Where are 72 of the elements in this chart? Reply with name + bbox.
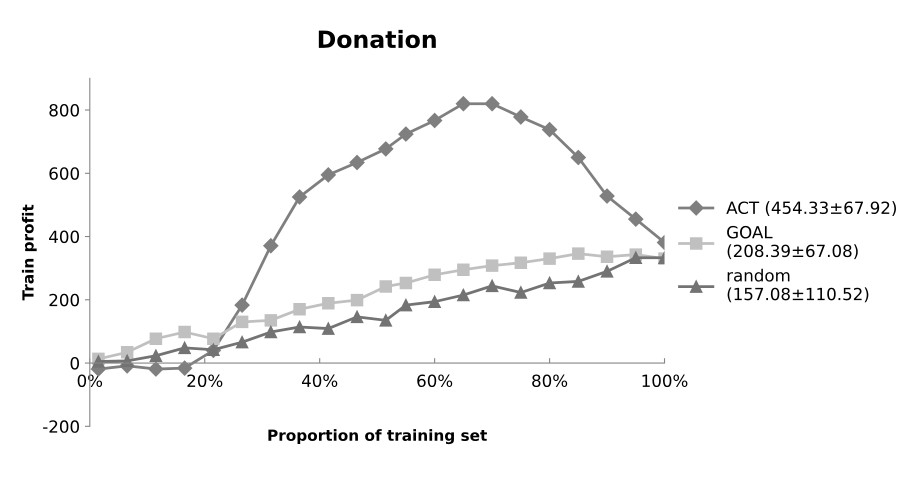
- point: [400, 276, 412, 290]
- point: [120, 346, 134, 359]
- point: [148, 361, 164, 377]
- point: [150, 332, 162, 345]
- y-tick-label: 800: [49, 104, 79, 117]
- point: [378, 141, 394, 156]
- point: [236, 336, 248, 348]
- legend-label: GOAL (208.39±67.08): [727, 226, 858, 260]
- y-tick-label: -200: [43, 420, 79, 433]
- point: [350, 310, 364, 324]
- point: [543, 252, 556, 265]
- point: [322, 297, 335, 310]
- point: [234, 298, 250, 313]
- point: [486, 280, 498, 292]
- point: [600, 250, 614, 264]
- point: [320, 167, 336, 182]
- point: [572, 247, 585, 260]
- legend-label: ACT (454.33±67.92): [726, 201, 896, 216]
- point: [514, 286, 528, 299]
- point: [572, 275, 585, 288]
- point: [178, 342, 191, 354]
- point: [427, 112, 442, 128]
- point: [178, 326, 191, 338]
- point: [292, 189, 308, 205]
- chart-title: Donation: [318, 30, 436, 48]
- x-tick-label: 100%: [642, 374, 688, 388]
- y-axis-title: Train profit: [22, 204, 37, 300]
- x-tick-label: 40%: [302, 374, 338, 388]
- point: [293, 303, 306, 316]
- point: [456, 96, 471, 112]
- point: [542, 122, 558, 138]
- point: [398, 126, 414, 142]
- y-tick-label: 600: [49, 167, 79, 180]
- point: [380, 280, 392, 293]
- point: [457, 288, 470, 302]
- x-tick-label: 60%: [417, 374, 452, 388]
- point: [264, 326, 278, 338]
- y-tick-label: 0: [70, 357, 79, 370]
- point: [380, 314, 392, 327]
- point: [207, 332, 220, 345]
- point: [599, 188, 615, 204]
- point: [150, 350, 162, 362]
- x-tick-label: 20%: [187, 374, 222, 388]
- point: [264, 314, 278, 327]
- x-tick-label: 80%: [532, 374, 568, 388]
- point: [92, 355, 105, 368]
- point: [236, 316, 248, 328]
- point: [177, 360, 192, 376]
- point: [570, 150, 586, 166]
- point: [428, 295, 441, 308]
- legend-label: random (157.08±110.52): [728, 268, 868, 302]
- x-axis-title: Proportion of training set: [268, 429, 487, 444]
- y-tick-label: 400: [49, 230, 79, 244]
- point: [600, 265, 614, 278]
- point: [484, 96, 500, 112]
- point: [349, 154, 365, 170]
- point: [486, 259, 498, 272]
- point: [293, 320, 306, 334]
- x-tick-label: 0%: [78, 374, 102, 388]
- point: [263, 238, 278, 254]
- point: [628, 212, 644, 227]
- point: [514, 256, 528, 270]
- point: [322, 322, 335, 335]
- point: [120, 354, 134, 368]
- point: [630, 251, 642, 264]
- point: [513, 109, 528, 125]
- point: [543, 276, 556, 290]
- point: [350, 294, 364, 306]
- point: [400, 298, 412, 312]
- point: [428, 268, 441, 282]
- point: [457, 263, 470, 276]
- y-tick-label: 200: [49, 294, 79, 306]
